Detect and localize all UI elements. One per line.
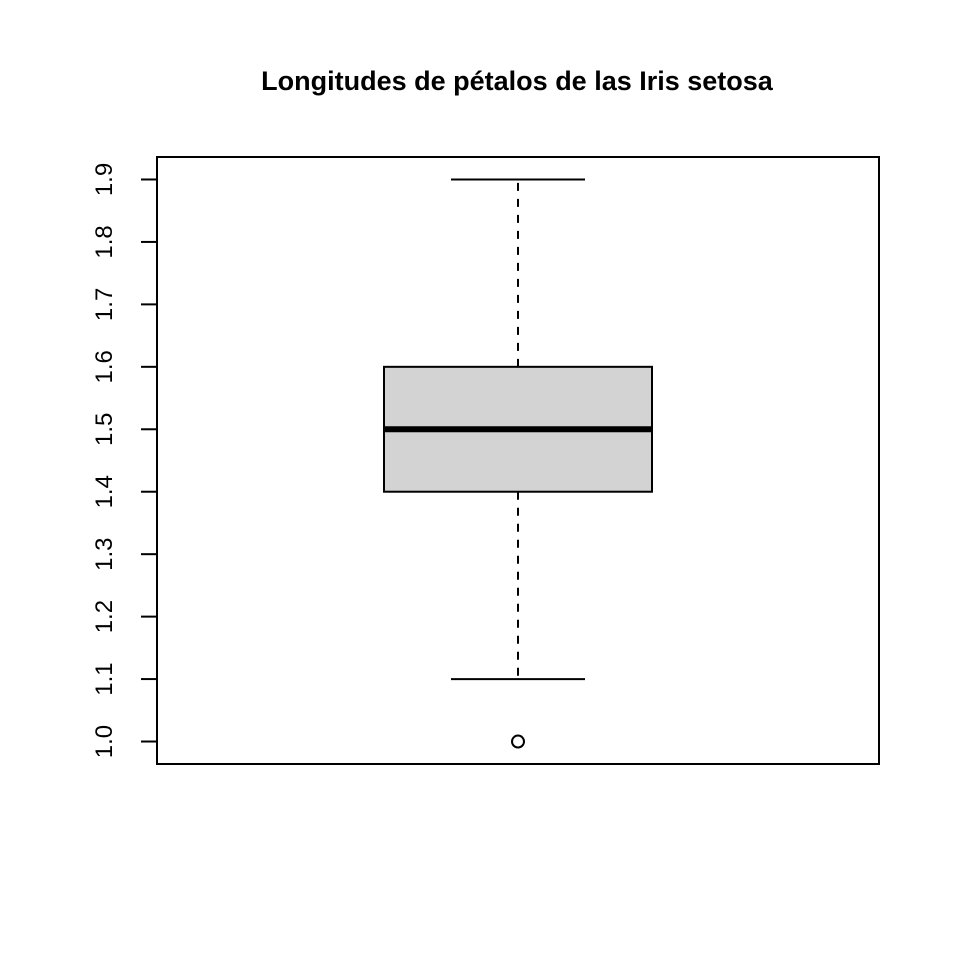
y-tick-label: 1.6: [91, 350, 118, 383]
plot-frame: [156, 156, 880, 765]
y-tick-label: 1.2: [91, 600, 118, 633]
chart-title: Longitudes de pétalos de las Iris setosa: [261, 66, 774, 96]
y-tick-label: 1.5: [91, 413, 118, 446]
y-tick-label: 1.3: [91, 537, 118, 570]
plot-area: [156, 156, 880, 765]
y-tick-label: 1.7: [91, 288, 118, 321]
y-tick-label: 1.0: [91, 725, 118, 758]
y-tick-label: 1.4: [91, 475, 118, 508]
y-axis: 1.0 1.1 1.2 1.3 1.4 1.5 1.6 1.7 1.8 1.9: [91, 163, 158, 758]
y-tick-label: 1.1: [91, 662, 118, 695]
y-tick-label: 1.9: [91, 163, 118, 196]
outlier-point: [511, 734, 525, 749]
y-tick-label: 1.8: [91, 225, 118, 258]
